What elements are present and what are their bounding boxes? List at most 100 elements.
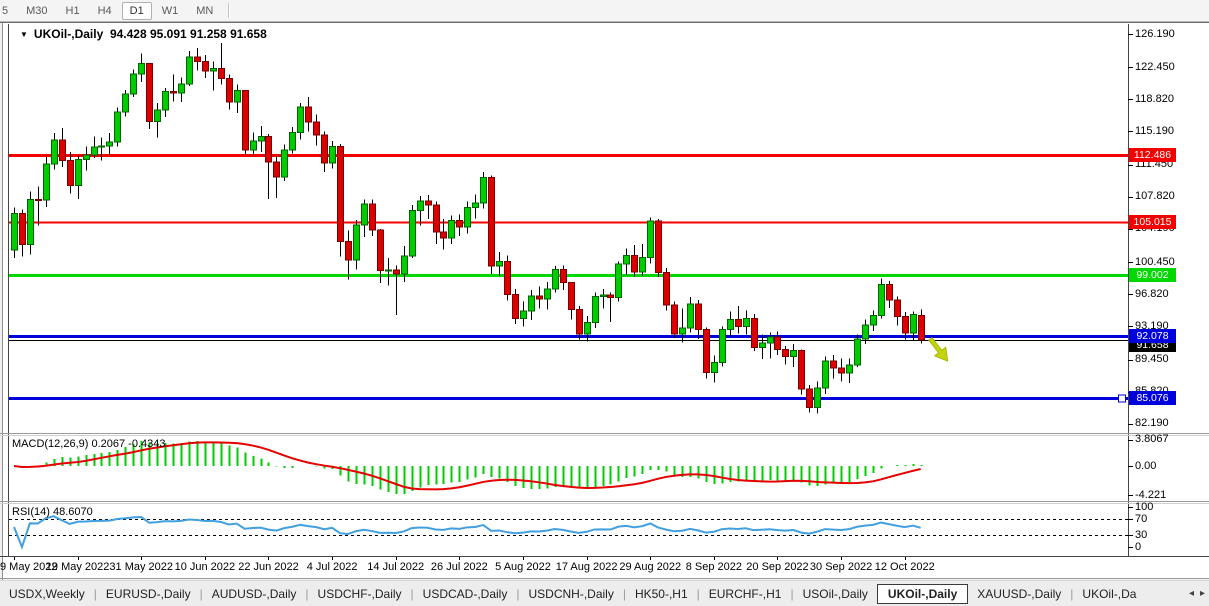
candle — [369, 203, 376, 231]
date-tick-label: 14 Jul 2022 — [367, 561, 425, 573]
candle — [448, 219, 455, 239]
line-handle[interactable] — [1118, 394, 1126, 403]
candle — [854, 338, 861, 366]
axis-tick-label: -4.221 — [1135, 488, 1167, 501]
timeframe-button-D1[interactable]: D1 — [121, 1, 152, 20]
sell-arrow-icon[interactable] — [925, 335, 953, 366]
candle — [496, 260, 503, 267]
date-tick-label: 26 Jul 2022 — [430, 561, 488, 573]
axis-tick-label: 3.8067 — [1135, 433, 1169, 446]
candle — [234, 90, 241, 103]
symbol-tab-bar: USDX,Weekly | EURUSD-,Daily | AUDUSD-,Daily |… — [0, 580, 1209, 606]
candle — [902, 316, 909, 334]
candle — [401, 255, 408, 275]
candle — [273, 161, 280, 178]
candle — [822, 360, 829, 389]
tab-usdchf-daily[interactable]: USDCHF-,Daily — [317, 586, 402, 601]
axis-tick-label: 0.00 — [1135, 459, 1157, 472]
candle — [393, 269, 400, 275]
tab-separator: | — [516, 586, 520, 601]
tab-eurchf-h1[interactable]: EURCHF-,H1 — [708, 586, 782, 601]
candle — [560, 269, 567, 284]
timeframe-button-MN[interactable]: MN — [196, 4, 214, 17]
candle — [464, 206, 471, 228]
chevron-down-icon[interactable]: ▼ — [20, 30, 28, 39]
candle — [83, 154, 90, 160]
candle — [440, 231, 447, 239]
candle — [194, 56, 201, 63]
candle — [695, 303, 702, 331]
candle — [782, 348, 789, 357]
candle — [138, 63, 145, 75]
candle — [377, 229, 384, 272]
tab-eurusd-daily[interactable]: EURUSD-,Daily — [105, 586, 191, 601]
candle — [894, 299, 901, 318]
candle — [19, 212, 26, 245]
tab-ukoil-da[interactable]: UKOil-,Da — [1082, 586, 1137, 601]
date-tick-label: 9 May 2022 — [0, 561, 58, 573]
rsi-name: RSI(14) — [12, 506, 50, 518]
axis-tick-label: 115.190 — [1135, 124, 1174, 137]
candle — [202, 61, 209, 72]
candle — [154, 109, 161, 123]
candle — [218, 68, 225, 79]
price-badge: 85.076 — [1129, 391, 1176, 406]
candle — [258, 135, 265, 142]
toolbar-separator — [228, 3, 231, 18]
date-tick-label: 29 Aug 2022 — [619, 561, 682, 573]
candle — [488, 176, 495, 267]
tab-separator: | — [305, 586, 309, 601]
candle — [639, 256, 646, 273]
date-tick-label: 31 May 2022 — [109, 561, 174, 573]
candle — [98, 145, 105, 148]
candle — [51, 139, 58, 165]
candle — [774, 336, 781, 350]
tab-ukoil-daily[interactable]: UKOil-,Daily — [876, 583, 969, 604]
candle — [43, 163, 50, 201]
candle — [584, 321, 591, 335]
date-tick-label: 22 Jun 2022 — [238, 561, 299, 573]
candle — [607, 294, 614, 298]
candle — [329, 145, 336, 164]
tab-hk50-h1[interactable]: HK50-,H1 — [634, 586, 688, 601]
timeframe-button-H4[interactable]: H4 — [97, 4, 112, 17]
tab-usdx-weekly[interactable]: USDX,Weekly — [9, 586, 85, 601]
tab-usdcnh-daily[interactable]: USDCNH-,Daily — [528, 586, 614, 601]
candle — [59, 139, 66, 161]
candle — [743, 317, 750, 328]
macd-signal-line — [13, 441, 921, 491]
candle — [337, 145, 344, 243]
timeframe-button-M30[interactable]: M30 — [26, 4, 48, 17]
timeframe-button-5[interactable]: 5 — [2, 4, 9, 17]
candle — [727, 318, 734, 331]
date-tick-label: 5 Aug 2022 — [495, 561, 551, 573]
candle — [186, 56, 193, 85]
price-badge: 112.486 — [1129, 148, 1176, 163]
candle — [886, 284, 893, 301]
axis-tick-label: 100.450 — [1135, 255, 1175, 268]
candle — [345, 241, 352, 261]
candle — [870, 315, 877, 326]
tab-audusd-daily[interactable]: AUDUSD-,Daily — [211, 586, 297, 601]
tab-xauusd-daily[interactable]: XAUUSD-,Daily — [977, 586, 1062, 601]
scroll-right-icon[interactable]: ▸ — [1199, 588, 1205, 599]
candle — [512, 294, 519, 319]
candle — [417, 200, 424, 212]
timeframe-toolbar: 5 M30 H1 H4 D1 W1 MN — [0, 0, 1209, 22]
candle — [385, 269, 392, 272]
candle — [130, 73, 137, 95]
timeframe-button-H1[interactable]: H1 — [65, 4, 80, 17]
tab-usoil-daily[interactable]: USOil-,Daily — [802, 586, 868, 601]
candle — [480, 176, 487, 204]
candle — [289, 131, 296, 151]
tab-separator: | — [93, 586, 97, 601]
candle — [297, 106, 304, 133]
candle — [767, 336, 774, 344]
tab-usdcad-daily[interactable]: USDCAD-,Daily — [422, 586, 508, 601]
tab-separator: | — [1070, 586, 1074, 601]
axis-tick-label: 126.190 — [1135, 27, 1175, 40]
candle — [671, 304, 678, 335]
scroll-left-icon[interactable]: ◂ — [1188, 588, 1194, 599]
timeframe-button-W1[interactable]: W1 — [161, 4, 179, 17]
